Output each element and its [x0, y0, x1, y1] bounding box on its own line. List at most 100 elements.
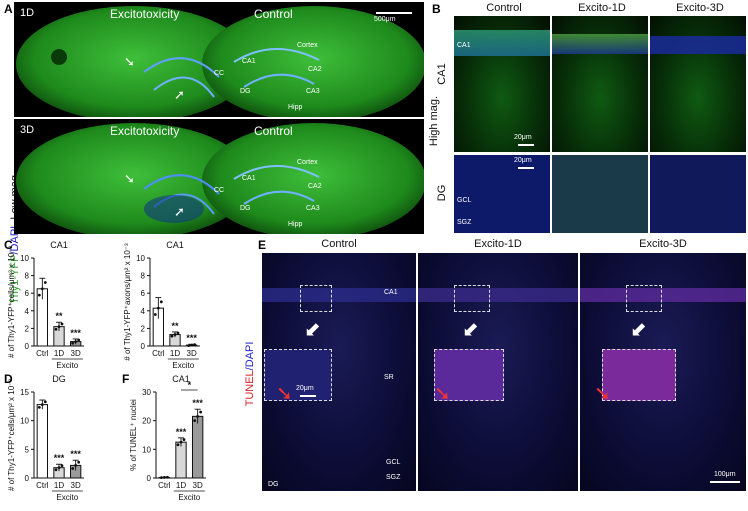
- b-sgz: SGZ: [457, 219, 472, 226]
- data-point: [165, 475, 169, 479]
- data-point: [153, 313, 157, 316]
- data-point: [199, 410, 203, 414]
- cc-label-3d: CC: [214, 187, 225, 194]
- arrow-icon: ➘: [124, 171, 135, 186]
- y-axis-label: # of Thy1-YFP⁺cells/μm² x 10⁻³: [7, 379, 16, 491]
- b-ca1-control: CA1 20μm: [454, 16, 550, 152]
- group-label: Excito: [172, 361, 194, 370]
- b-ca1-excito-1d: [552, 16, 648, 152]
- e-image-excito-3d: ⬋ ➘ 100μm: [580, 253, 746, 491]
- y-tick-label: 8: [141, 272, 146, 281]
- category-label: 1D: [170, 349, 180, 358]
- arrow-icon: ➚: [174, 204, 185, 219]
- y-tick-label: 10: [142, 445, 151, 454]
- y-tick-label: 6: [25, 289, 30, 298]
- category-label: Ctrl: [152, 349, 165, 358]
- hipp-label-3d: Hipp: [288, 221, 303, 228]
- arrow-icon: ➘: [124, 54, 135, 69]
- b-scale-bar-1: [518, 144, 534, 146]
- data-point: [60, 464, 64, 468]
- category-label: Ctrl: [36, 481, 49, 490]
- e-roi-box: [454, 285, 490, 312]
- data-point: [187, 344, 191, 348]
- data-point: [43, 281, 47, 284]
- chart-title: CA1: [166, 240, 184, 250]
- arrow-icon: ⬋: [462, 319, 479, 341]
- y-tick-label: 10: [20, 254, 29, 263]
- data-point: [54, 468, 58, 472]
- day-label-1d: 1D: [20, 7, 35, 19]
- b-col-excito-3d: Excito-3D: [676, 2, 724, 14]
- y-tick-label: 4: [141, 307, 146, 316]
- data-point: [173, 333, 177, 336]
- b-dg-control: 20μm GCL SGZ: [454, 155, 550, 233]
- brain-section-1d: 1D Excitotoxicity Control Cortex CA1 CA2…: [14, 2, 424, 117]
- e-inset-box: [602, 349, 676, 401]
- arrow-icon: ➚: [174, 87, 185, 102]
- scale-bar-label-a: 500μm: [374, 16, 396, 23]
- significance-label: ***: [70, 328, 81, 338]
- e-inset-box: [264, 349, 332, 401]
- cortex-label-3d: Cortex: [297, 159, 318, 166]
- significance-label: ***: [186, 333, 197, 343]
- data-point: [54, 327, 58, 331]
- e-side-label: TUNEL/DAPI: [244, 324, 256, 424]
- data-point: [176, 443, 180, 447]
- red-arrow-icon: ➘: [434, 383, 451, 405]
- data-point: [193, 343, 197, 346]
- group-label: Excito: [56, 361, 78, 370]
- data-point: [179, 440, 183, 444]
- cortex-label-1d: Cortex: [297, 42, 318, 49]
- e-col-excito-3d: Excito-3D: [639, 238, 687, 250]
- data-point: [176, 331, 180, 335]
- bracket-label: *: [188, 380, 192, 390]
- category-label: Ctrl: [36, 349, 49, 358]
- data-point: [162, 476, 166, 479]
- data-point: [196, 414, 200, 418]
- chart-title: DG: [52, 374, 66, 384]
- data-point: [57, 466, 61, 470]
- significance-label: ***: [54, 453, 65, 463]
- excitotoxicity-label-1d: Excitotoxicity: [110, 7, 180, 21]
- b-scale-label-2: 20μm: [514, 157, 532, 164]
- panel-letter-e: E: [258, 238, 267, 252]
- ca3-label-1d: CA3: [306, 88, 320, 95]
- b-scale-bar-2: [518, 167, 534, 169]
- b-col-control: Control: [486, 2, 522, 14]
- data-point: [182, 438, 186, 441]
- e-dg-label: DG: [268, 481, 279, 488]
- tunel-label: TUNEL: [244, 370, 256, 407]
- control-label-3d: Control: [254, 124, 293, 138]
- dg-label-3d: DG: [240, 205, 251, 212]
- y-tick-label: 2: [25, 324, 30, 333]
- y-tick-label: 0: [141, 342, 146, 351]
- ca2-label-3d: CA2: [308, 183, 322, 190]
- category-label: 1D: [54, 481, 64, 490]
- data-point: [74, 463, 78, 467]
- data-point: [37, 405, 41, 409]
- e-roi-box: [626, 285, 662, 312]
- data-point: [77, 338, 81, 342]
- e-dapi-label: /DAPI: [244, 341, 256, 371]
- data-point: [159, 300, 163, 304]
- y-tick-label: 10: [20, 417, 29, 426]
- excitotoxicity-label-3d: Excitotoxicity: [110, 124, 180, 138]
- significance-label: ***: [192, 398, 203, 408]
- data-point: [74, 340, 78, 343]
- e-inset-box: [434, 349, 504, 401]
- arrow-icon: ⬋: [304, 319, 321, 341]
- ca3-label-3d: CA3: [306, 205, 320, 212]
- group-label: Excito: [178, 493, 200, 502]
- y-tick-label: 0: [25, 474, 30, 483]
- y-tick-label: 8: [25, 272, 30, 281]
- arrow-icon: ⬋: [630, 319, 647, 341]
- data-point: [159, 476, 163, 479]
- e-sr-label: SR: [384, 374, 394, 381]
- e-roi-box: [300, 285, 332, 312]
- bar: [36, 404, 49, 479]
- brain-3d-drawing: [16, 123, 424, 234]
- panel-letter-c: C: [4, 238, 13, 252]
- e-col-control: Control: [321, 238, 357, 250]
- data-point: [77, 460, 81, 464]
